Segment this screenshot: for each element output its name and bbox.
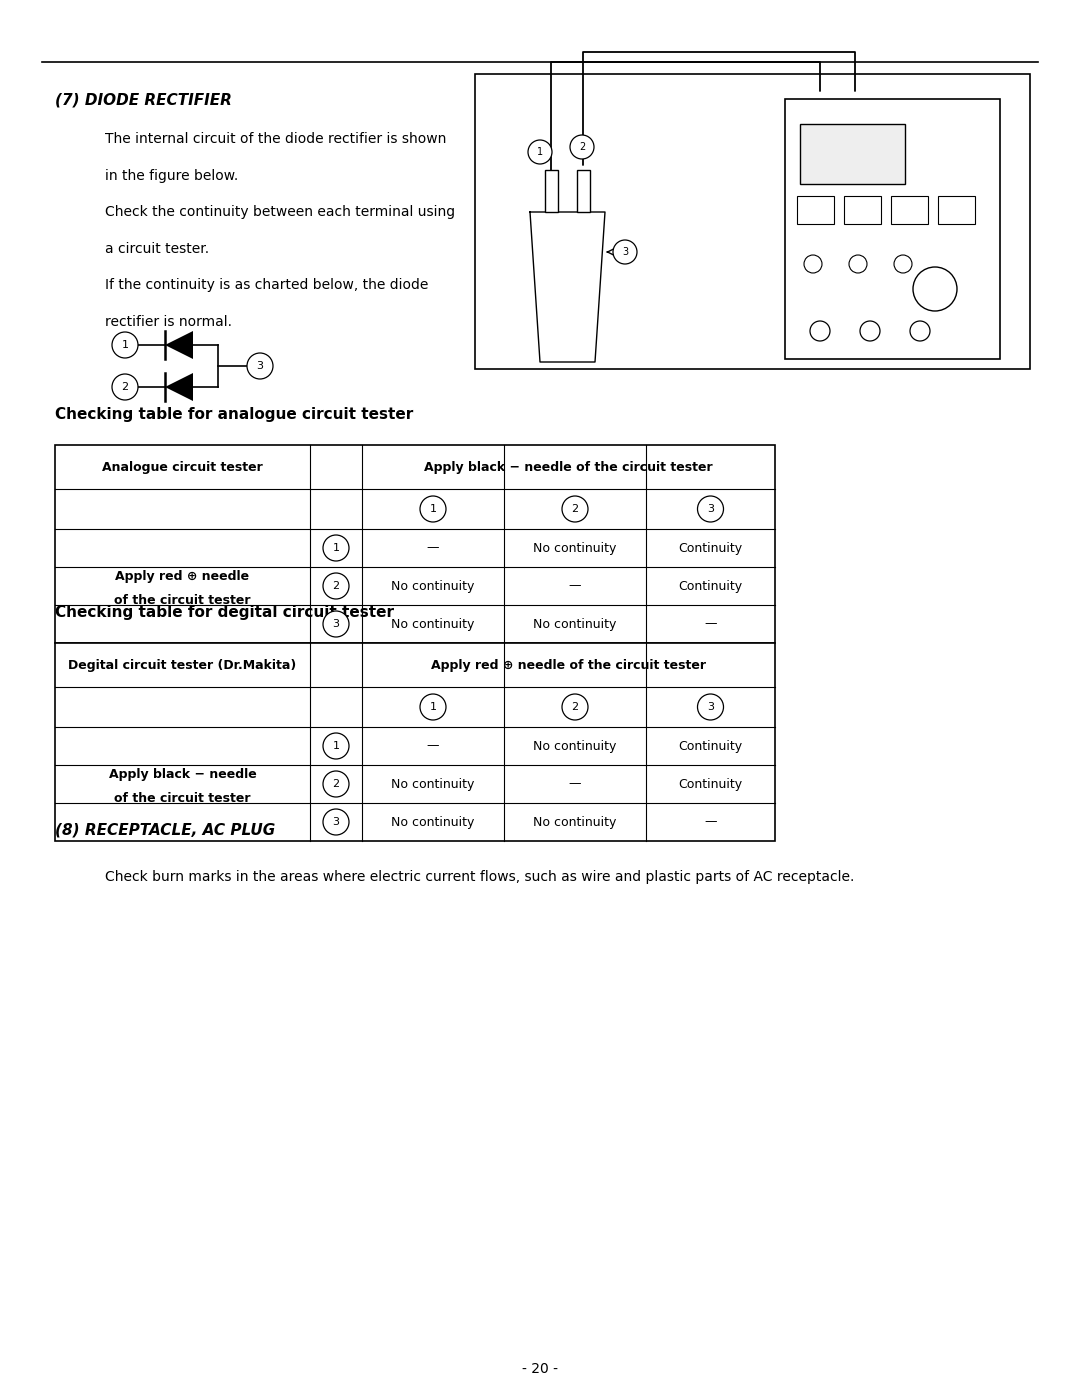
- Polygon shape: [530, 212, 605, 362]
- Text: 1: 1: [537, 147, 543, 156]
- Text: Continuity: Continuity: [678, 739, 743, 753]
- Text: —: —: [569, 778, 581, 791]
- Text: (7) DIODE RECTIFIER: (7) DIODE RECTIFIER: [55, 92, 232, 108]
- Polygon shape: [165, 373, 193, 401]
- Bar: [800, 124, 905, 184]
- Circle shape: [562, 496, 588, 522]
- Bar: [475, 74, 1030, 369]
- Circle shape: [562, 694, 588, 719]
- Circle shape: [613, 240, 637, 264]
- Circle shape: [323, 535, 349, 562]
- Text: 1: 1: [430, 703, 436, 712]
- Text: 2: 2: [333, 581, 339, 591]
- Text: Continuity: Continuity: [678, 542, 743, 555]
- Circle shape: [323, 771, 349, 798]
- Text: Apply red ⊕ needle: Apply red ⊕ needle: [116, 570, 249, 583]
- Text: a circuit tester.: a circuit tester.: [105, 242, 210, 256]
- Text: No continuity: No continuity: [391, 816, 475, 828]
- Circle shape: [698, 694, 724, 719]
- Text: Degital circuit tester (Dr.Makita): Degital circuit tester (Dr.Makita): [68, 658, 297, 672]
- Bar: [545, 170, 558, 212]
- Text: 3: 3: [333, 619, 339, 629]
- Text: No continuity: No continuity: [534, 617, 617, 630]
- Text: of the circuit tester: of the circuit tester: [114, 792, 251, 805]
- Text: No continuity: No continuity: [391, 617, 475, 630]
- Text: in the figure below.: in the figure below.: [105, 169, 239, 183]
- Text: 3: 3: [256, 360, 264, 372]
- Circle shape: [420, 496, 446, 522]
- Circle shape: [323, 733, 349, 759]
- Text: 3: 3: [707, 703, 714, 712]
- Bar: [577, 170, 590, 212]
- Bar: [891, 196, 928, 224]
- Text: 2: 2: [121, 381, 129, 393]
- Text: 1: 1: [430, 504, 436, 514]
- Circle shape: [420, 694, 446, 719]
- Text: rectifier is normal.: rectifier is normal.: [105, 314, 232, 328]
- Text: No continuity: No continuity: [534, 816, 617, 828]
- Text: Check burn marks in the areas where electric current flows, such as wire and pla: Check burn marks in the areas where elec…: [105, 870, 854, 884]
- Bar: [55, 643, 775, 841]
- Bar: [939, 196, 975, 224]
- Text: 3: 3: [333, 817, 339, 827]
- Text: No continuity: No continuity: [391, 580, 475, 592]
- Text: 2: 2: [333, 780, 339, 789]
- Text: Check the continuity between each terminal using: Check the continuity between each termin…: [105, 205, 455, 219]
- Text: 1: 1: [333, 543, 339, 553]
- Circle shape: [323, 809, 349, 835]
- Text: Apply red ⊕ needle of the circuit tester: Apply red ⊕ needle of the circuit tester: [431, 658, 706, 672]
- Text: No continuity: No continuity: [534, 739, 617, 753]
- Circle shape: [323, 573, 349, 599]
- Text: The internal circuit of the diode rectifier is shown: The internal circuit of the diode rectif…: [105, 131, 446, 147]
- Polygon shape: [165, 331, 193, 359]
- Text: Checking table for degital circuit tester: Checking table for degital circuit teste…: [55, 605, 394, 620]
- Text: 2: 2: [579, 142, 585, 152]
- Text: 1: 1: [333, 740, 339, 752]
- Bar: [797, 196, 834, 224]
- Circle shape: [112, 332, 138, 358]
- Text: 2: 2: [571, 703, 579, 712]
- Text: —: —: [569, 580, 581, 592]
- Bar: [843, 196, 881, 224]
- Text: (8) RECEPTACLE, AC PLUG: (8) RECEPTACLE, AC PLUG: [55, 821, 275, 837]
- Circle shape: [323, 610, 349, 637]
- Text: Apply black − needle of the circuit tester: Apply black − needle of the circuit test…: [424, 461, 713, 474]
- Text: 3: 3: [707, 504, 714, 514]
- Text: Apply black − needle: Apply black − needle: [109, 767, 256, 781]
- Text: 2: 2: [571, 504, 579, 514]
- Text: —: —: [704, 617, 717, 630]
- Circle shape: [528, 140, 552, 163]
- Text: Analogue circuit tester: Analogue circuit tester: [103, 461, 262, 474]
- Text: Continuity: Continuity: [678, 778, 743, 791]
- Text: No continuity: No continuity: [534, 542, 617, 555]
- Text: —: —: [427, 542, 440, 555]
- Circle shape: [698, 496, 724, 522]
- Text: of the circuit tester: of the circuit tester: [114, 594, 251, 606]
- Text: - 20 -: - 20 -: [522, 1362, 558, 1376]
- Bar: [785, 99, 1000, 359]
- Text: —: —: [427, 739, 440, 753]
- Text: Checking table for analogue circuit tester: Checking table for analogue circuit test…: [55, 407, 414, 422]
- Circle shape: [112, 374, 138, 400]
- Circle shape: [570, 136, 594, 159]
- Text: No continuity: No continuity: [391, 778, 475, 791]
- Text: 1: 1: [121, 339, 129, 351]
- Text: If the continuity is as charted below, the diode: If the continuity is as charted below, t…: [105, 278, 429, 292]
- Text: 3: 3: [622, 247, 629, 257]
- Circle shape: [247, 353, 273, 379]
- Text: Continuity: Continuity: [678, 580, 743, 592]
- Text: —: —: [704, 816, 717, 828]
- Bar: [55, 446, 775, 643]
